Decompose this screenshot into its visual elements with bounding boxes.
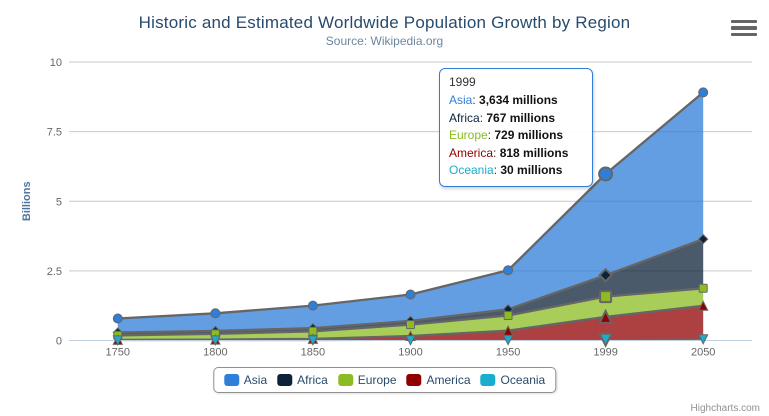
y-axis-label: 0	[56, 336, 62, 348]
legend-swatch-icon	[277, 374, 293, 386]
legend-swatch-icon	[480, 374, 496, 386]
point-asia-2050[interactable]	[698, 87, 709, 98]
legend-label: Europe	[357, 373, 397, 387]
chart-subtitle: Source: Wikipedia.org	[325, 34, 444, 48]
point-asia-1900[interactable]	[405, 289, 416, 300]
tooltip-series-name: Africa	[449, 110, 480, 125]
point-oceania-2050[interactable]	[697, 334, 709, 345]
export-menu-button[interactable]	[731, 20, 757, 36]
tooltip-series-name: Europe	[449, 128, 488, 142]
tooltip: 1999 Asia: 3,634 millions Africa: 767 mil…	[439, 68, 593, 187]
tooltip-row-africa: Africa: 767 millions	[449, 110, 556, 125]
highcharts-credits-link[interactable]: Highcharts.com	[690, 403, 760, 414]
chart-title: Historic and Estimated Worldwide Populat…	[138, 13, 631, 32]
legend-label: Asia	[243, 373, 268, 387]
point-europe-1900[interactable]	[406, 320, 415, 330]
x-axis-label-1850: 1850	[301, 347, 325, 359]
y-axis-label: 2.5	[47, 266, 62, 278]
tooltip-header: 1999	[449, 75, 476, 89]
axis-labels: 0 2.5 5 7.5 10 1750 1800 1850 1900 1950 1999 2050 Bi…	[21, 57, 715, 359]
point-asia-1950[interactable]	[503, 265, 514, 276]
y-axis-label: 10	[50, 57, 62, 69]
legend-swatch-icon	[223, 374, 239, 386]
series-areas	[117, 92, 704, 341]
x-axis-label-1750: 1750	[106, 347, 130, 359]
x-axis-label-1800: 1800	[203, 347, 227, 359]
y-axis-label: 7.5	[47, 127, 62, 139]
tooltip-series-name: Oceania	[449, 163, 494, 177]
legend-swatch-icon	[337, 374, 353, 386]
tooltip-series-name: Asia	[449, 93, 473, 107]
tooltip-value: 3,634 millions	[479, 93, 558, 107]
legend-label: Oceania	[500, 373, 546, 387]
legend-label: America	[426, 373, 471, 387]
point-oceania-1750[interactable]	[112, 335, 124, 347]
point-oceania-1800[interactable]	[210, 335, 221, 347]
point-oceania-1900[interactable]	[405, 335, 416, 346]
x-axis-label-1900: 1900	[398, 347, 422, 359]
point-asia-1750[interactable]	[112, 313, 123, 324]
tooltip-value: 30 millions	[500, 163, 563, 177]
y-axis-title: Billions	[21, 181, 33, 221]
point-europe-2050[interactable]	[698, 283, 708, 293]
series-markers-europe	[113, 283, 708, 340]
legend-swatch-icon	[406, 374, 422, 386]
point-oceania-1999[interactable]	[597, 332, 614, 348]
point-africa-1999[interactable]	[598, 267, 614, 283]
hamburger-icon	[731, 32, 757, 36]
legend-item-europe[interactable]: Europe	[337, 373, 397, 387]
point-america-1999[interactable]	[597, 308, 614, 324]
tooltip-value: 818 millions	[499, 145, 569, 160]
legend: Asia Africa Europe America Oceania	[212, 367, 557, 393]
series-markers-oceania	[112, 332, 709, 348]
tooltip-row-america: America: 818 millions	[449, 145, 569, 160]
tooltip-row-asia: Asia: 3,634 millions	[449, 93, 558, 107]
y-axis-label: 5	[56, 196, 62, 208]
x-axis-label-1950: 1950	[496, 347, 520, 359]
hamburger-icon	[731, 26, 757, 30]
tooltip-series-name: America	[449, 145, 494, 160]
legend-item-america[interactable]: America	[406, 373, 471, 387]
point-asia-1999[interactable]	[598, 166, 614, 182]
tooltip-value: 767 millions	[486, 110, 556, 125]
area-asia[interactable]	[117, 92, 704, 333]
point-africa-2050[interactable]	[697, 233, 709, 245]
x-axis-label-1999: 1999	[593, 347, 617, 359]
point-oceania-1850[interactable]	[307, 335, 319, 347]
point-oceania-1950[interactable]	[502, 335, 514, 346]
area-africa[interactable]	[117, 239, 704, 336]
tooltip-row-oceania: Oceania: 30 millions	[449, 163, 563, 177]
legend-item-asia[interactable]: Asia	[223, 373, 268, 387]
legend-item-africa[interactable]: Africa	[277, 373, 328, 387]
tooltip-value: 729 millions	[494, 128, 564, 142]
point-america-2050[interactable]	[697, 300, 709, 311]
legend-label: Africa	[297, 373, 328, 387]
hamburger-icon	[731, 20, 757, 24]
point-asia-1800[interactable]	[210, 308, 221, 319]
tooltip-rows: Asia: 3,634 millions Africa: 767 millions…	[449, 92, 583, 180]
area-america[interactable]	[117, 305, 704, 341]
point-europe-1950[interactable]	[503, 311, 513, 320]
legend-item-oceania[interactable]: Oceania	[480, 373, 546, 387]
tooltip-row-europe: Europe: 729 millions	[449, 128, 564, 142]
point-asia-1850[interactable]	[307, 300, 318, 311]
point-europe-1999[interactable]	[599, 290, 613, 304]
x-axis-label-2050: 2050	[691, 347, 715, 359]
series-markers-asia	[112, 87, 709, 324]
